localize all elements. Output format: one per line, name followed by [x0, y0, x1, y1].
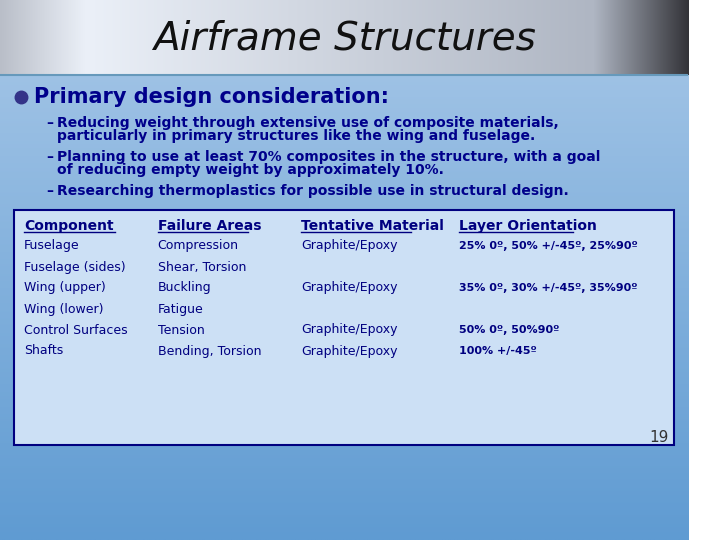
Text: Shear, Torsion: Shear, Torsion [158, 260, 246, 273]
Text: Graphite/Epoxy: Graphite/Epoxy [301, 281, 397, 294]
Text: Fuselage: Fuselage [24, 240, 79, 253]
Text: –: – [46, 150, 53, 164]
Text: Buckling: Buckling [158, 281, 212, 294]
Text: of reducing empty weight by approximately 10%.: of reducing empty weight by approximatel… [58, 163, 444, 177]
Bar [14, 210, 674, 445]
Text: Graphite/Epoxy: Graphite/Epoxy [301, 323, 397, 336]
Text: Tentative Material: Tentative Material [301, 219, 444, 233]
Text: 100% +/-45º: 100% +/-45º [459, 346, 536, 356]
Text: particularly in primary structures like the wing and fuselage.: particularly in primary structures like … [58, 129, 536, 143]
Text: Graphite/Epoxy: Graphite/Epoxy [301, 240, 397, 253]
Text: 25% 0º, 50% +/-45º, 25%90º: 25% 0º, 50% +/-45º, 25%90º [459, 241, 637, 251]
Text: Fuselage (sides): Fuselage (sides) [24, 260, 125, 273]
Text: Shafts: Shafts [24, 345, 63, 357]
Text: Control Surfaces: Control Surfaces [24, 323, 127, 336]
Text: Airframe Structures: Airframe Structures [153, 19, 536, 57]
Text: Graphite/Epoxy: Graphite/Epoxy [301, 345, 397, 357]
Text: Planning to use at least 70% composites in the structure, with a goal: Planning to use at least 70% composites … [58, 150, 600, 164]
Text: 19: 19 [649, 429, 669, 444]
Text: 50% 0º, 50%90º: 50% 0º, 50%90º [459, 325, 559, 335]
Text: Reducing weight through extensive use of composite materials,: Reducing weight through extensive use of… [58, 116, 559, 130]
Text: Component: Component [24, 219, 114, 233]
Text: Wing (lower): Wing (lower) [24, 302, 104, 315]
Text: Fatigue: Fatigue [158, 302, 204, 315]
Text: Researching thermoplastics for possible use in structural design.: Researching thermoplastics for possible … [58, 184, 569, 198]
Text: Wing (upper): Wing (upper) [24, 281, 106, 294]
Text: Failure Areas: Failure Areas [158, 219, 261, 233]
Text: –: – [46, 116, 53, 130]
Text: –: – [46, 184, 53, 198]
Text: Tension: Tension [158, 323, 204, 336]
Text: Compression: Compression [158, 240, 239, 253]
Text: 35% 0º, 30% +/-45º, 35%90º: 35% 0º, 30% +/-45º, 35%90º [459, 283, 637, 293]
Text: Primary design consideration:: Primary design consideration: [35, 87, 390, 107]
Text: Layer Orientation: Layer Orientation [459, 219, 597, 233]
Text: Bending, Torsion: Bending, Torsion [158, 345, 261, 357]
